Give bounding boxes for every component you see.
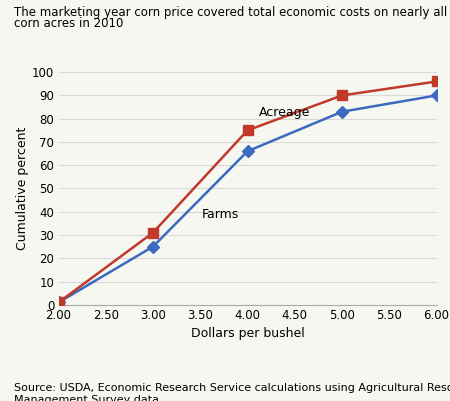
Text: Farms: Farms [202, 208, 239, 221]
Text: Acreage: Acreage [259, 106, 310, 119]
Text: corn acres in 2010: corn acres in 2010 [14, 17, 123, 30]
Text: Source: USDA, Economic Research Service calculations using Agricultural Resource: Source: USDA, Economic Research Service … [14, 383, 450, 401]
Text: The marketing year corn price covered total economic costs on nearly all corn fa: The marketing year corn price covered to… [14, 6, 450, 19]
Y-axis label: Cumulative percent: Cumulative percent [16, 127, 29, 250]
X-axis label: Dollars per bushel: Dollars per bushel [191, 328, 304, 340]
